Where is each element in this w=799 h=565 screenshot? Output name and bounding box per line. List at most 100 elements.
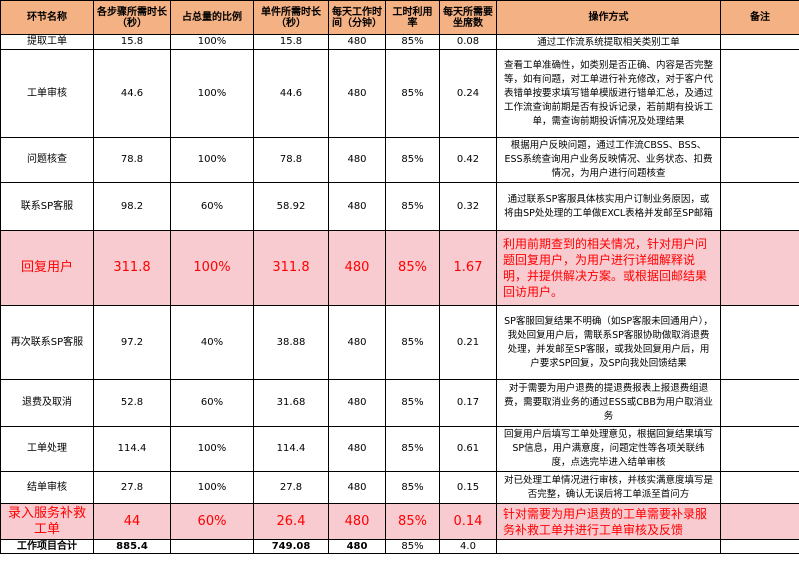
method-cell: 对于需要为用户退费的提退费报表上报退费组退费，需要取消业务的通过ESS或CBB为…	[496, 379, 721, 427]
step-name-cell: 退费及取消	[0, 379, 94, 427]
work-minutes-cell: 480	[328, 182, 386, 231]
ratio-cell: 100%	[170, 471, 254, 504]
seats-cell: 0.24	[439, 49, 497, 138]
utilization-cell: 85%	[385, 182, 440, 231]
work-minutes-cell: 480	[328, 34, 386, 50]
ratio-cell: 100%	[170, 49, 254, 138]
step-name-cell: 录入服务补救工单	[0, 503, 94, 540]
work-minutes-cell: 480	[328, 137, 386, 183]
step-name-cell: 工单处理	[0, 426, 94, 472]
note-cell	[720, 503, 799, 540]
total-ratio-cell	[170, 539, 254, 554]
col-header-seats: 每天所需要坐席数	[439, 0, 497, 35]
ratio-cell: 60%	[170, 503, 254, 540]
ratio-cell: 60%	[170, 182, 254, 231]
method-cell: 根据用户反映问题，通过工作流CBSS、BSS、ESS系统查询用户业务反映情况、业…	[496, 137, 721, 183]
work-minutes-cell: 480	[328, 426, 386, 472]
method-cell: 对已处理工单情况进行审核，并核实满意度填写是否完整，确认无误后将工单派至首问方	[496, 471, 721, 504]
step-duration-cell: 52.8	[93, 379, 171, 427]
step-duration-cell: 78.8	[93, 137, 171, 183]
utilization-cell: 85%	[385, 49, 440, 138]
note-cell	[720, 471, 799, 504]
ratio-cell: 40%	[170, 305, 254, 380]
work-minutes-cell: 480	[328, 230, 386, 306]
ratio-cell: 100%	[170, 230, 254, 306]
method-cell: 通过工作流系统提取相关类别工单	[496, 34, 721, 50]
work-minutes-cell: 480	[328, 379, 386, 427]
work-minutes-cell: 480	[328, 305, 386, 380]
note-cell	[720, 34, 799, 50]
seats-cell: 0.21	[439, 305, 497, 380]
unit-duration-cell: 311.8	[253, 230, 329, 306]
unit-duration-cell: 26.4	[253, 503, 329, 540]
total-utilization-cell: 85%	[385, 539, 440, 554]
col-header-step-duration: 各步骤所需时长（秒）	[93, 0, 171, 35]
table-row: 问题核查 78.8 100% 78.8 480 85% 0.42 根据用户反映问题，通过工作流…	[0, 137, 799, 183]
col-header-step-name: 环节名称	[0, 0, 94, 35]
seats-cell: 0.17	[439, 379, 497, 427]
ratio-cell: 60%	[170, 379, 254, 427]
table-row: 工单处理 114.4 100% 114.4 480 85% 0.61 回复用户后填写工单处理意…	[0, 426, 799, 472]
ratio-cell: 100%	[170, 426, 254, 472]
note-cell	[720, 426, 799, 472]
work-minutes-cell: 480	[328, 503, 386, 540]
table-row: 回复用户 311.8 100% 311.8 480 85% 1.67 利用前期查到的相关情况，…	[0, 230, 799, 306]
step-name-cell: 结单审核	[0, 471, 94, 504]
note-cell	[720, 182, 799, 231]
unit-duration-cell: 31.68	[253, 379, 329, 427]
utilization-cell: 85%	[385, 137, 440, 183]
seats-cell: 0.14	[439, 503, 497, 540]
method-cell: 利用前期查到的相关情况，针对用户问题回复用户，为用户进行详细解释说明，并提供解决…	[496, 230, 721, 306]
seats-cell: 0.08	[439, 34, 497, 50]
seats-cell: 0.32	[439, 182, 497, 231]
ratio-cell: 100%	[170, 137, 254, 183]
step-duration-cell: 97.2	[93, 305, 171, 380]
total-method-cell	[496, 539, 721, 554]
table-row: 提取工单 15.8 100% 15.8 480 85% 0.08 通过工作流系统提取相关类别工…	[0, 34, 799, 50]
step-duration-cell: 98.2	[93, 182, 171, 231]
note-cell	[720, 230, 799, 306]
method-cell: 针对需要为用户退费的工单需要补录服务补救工单并进行工单审核及反馈	[496, 503, 721, 540]
unit-duration-cell: 15.8	[253, 34, 329, 50]
unit-duration-cell: 114.4	[253, 426, 329, 472]
total-note-cell	[720, 539, 799, 554]
table-row: 录入服务补救工单 44 60% 26.4 480 85% 0.14 针对需要为用户退费的工单需…	[0, 503, 799, 540]
step-duration-cell: 15.8	[93, 34, 171, 50]
method-cell: 回复用户后填写工单处理意见，根据回复结果填写SP信息，用户满意度，问题定性等各项…	[496, 426, 721, 472]
work-minutes-cell: 480	[328, 49, 386, 138]
work-minutes-cell: 480	[328, 471, 386, 504]
table-row: 退费及取消 52.8 60% 31.68 480 85% 0.17 对于需要为用户退费的提退费…	[0, 379, 799, 427]
utilization-cell: 85%	[385, 34, 440, 50]
step-duration-cell: 44	[93, 503, 171, 540]
note-cell	[720, 137, 799, 183]
method-cell: SP客服回复结果不明确（如SP客服未回通用户），我处回复用户后，需联系SP客服协…	[496, 305, 721, 380]
note-cell	[720, 305, 799, 380]
step-name-cell: 提取工单	[0, 34, 94, 50]
total-work-minutes-cell: 480	[328, 539, 386, 554]
unit-duration-cell: 58.92	[253, 182, 329, 231]
step-duration-cell: 114.4	[93, 426, 171, 472]
step-duration-cell: 27.8	[93, 471, 171, 504]
step-name-cell: 回复用户	[0, 230, 94, 306]
unit-duration-cell: 78.8	[253, 137, 329, 183]
seats-cell: 0.61	[439, 426, 497, 472]
seats-cell: 1.67	[439, 230, 497, 306]
method-cell: 通过联系SP客服具体核实用户订制业务原因，或将由SP处处理的工单做EXCL表格并…	[496, 182, 721, 231]
step-duration-cell: 311.8	[93, 230, 171, 306]
step-name-cell: 问题核查	[0, 137, 94, 183]
unit-duration-cell: 44.6	[253, 49, 329, 138]
header-row: 环节名称 各步骤所需时长（秒） 占总量的比例 单件所需时长（秒） 每天工作时间（分钟）工…	[0, 0, 799, 35]
step-name-cell: 工单审核	[0, 49, 94, 138]
utilization-cell: 85%	[385, 503, 440, 540]
col-header-note: 备注	[720, 0, 799, 35]
utilization-cell: 85%	[385, 230, 440, 306]
col-header-utilization: 工时利用率	[385, 0, 440, 35]
method-cell: 查看工单准确性，如类别是否正确、内容是否完整等，如有问题，对工单进行补充修改，对…	[496, 49, 721, 138]
note-cell	[720, 379, 799, 427]
total-row: 工作项目合计 885.4 749.08 480 85% 4.0	[0, 539, 799, 554]
table-row: 再次联系SP客服 97.2 40% 38.88 480 85% 0.21 SP客服回复结果不明…	[0, 305, 799, 380]
note-cell	[720, 49, 799, 138]
table-row: 工单审核 44.6 100% 44.6 480 85% 0.24 查看工单准确性，如类别是否正…	[0, 49, 799, 138]
total-step-name-cell: 工作项目合计	[0, 539, 94, 554]
